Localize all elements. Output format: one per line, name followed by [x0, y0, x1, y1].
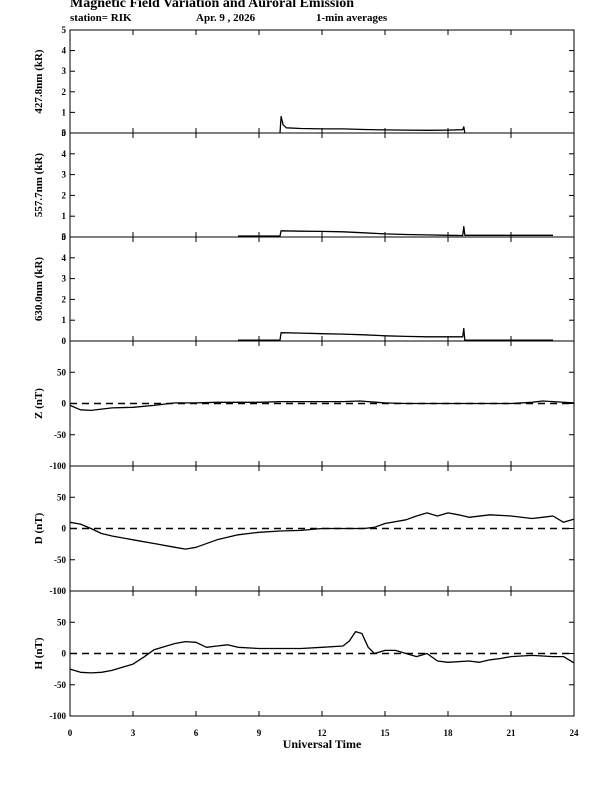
ytick-label-p6300: 0: [62, 336, 67, 346]
xtick-label: 24: [570, 728, 580, 738]
ytick-label-p5577: 5: [62, 128, 67, 138]
ytick-label-p5577: 2: [62, 190, 67, 200]
chart-title: Magnetic Field Variation and Auroral Emi…: [70, 0, 355, 11]
ytick-label-p4278: 0: [62, 128, 67, 138]
ytick-label-pZ: 50: [57, 367, 67, 377]
panel-frame-p6300: [69, 236, 575, 342]
ytick-label-p4278: 4: [62, 46, 67, 56]
ytick-label-p6300: 5: [62, 232, 67, 242]
xtick-label: 6: [194, 728, 199, 738]
ylabel-pZ: Z (nT): [33, 388, 45, 419]
panel-frame-p5577: [69, 132, 575, 238]
ytick-label-pZ: -50: [54, 430, 66, 440]
ytick-label-pD: -50: [54, 555, 66, 565]
ytick-label-p6300: 2: [62, 294, 67, 304]
ylabel-pH: H (nT): [33, 637, 45, 669]
xlabel: Universal Time: [283, 737, 362, 751]
xtick-label: 3: [131, 728, 136, 738]
date-label: Apr. 9 , 2026: [196, 12, 256, 24]
ytick-label-pH: 0: [62, 649, 67, 659]
ytick-label-p5577: 1: [62, 211, 67, 221]
ytick-label-p4278: 5: [62, 25, 67, 35]
series-line-p4278: [279, 115, 466, 134]
series-line-pD: [69, 512, 575, 550]
series-line-p5577: [238, 225, 553, 237]
xtick-label: 9: [257, 728, 262, 738]
station-label: station= RIK: [70, 12, 132, 24]
ytick-label-p4278: 3: [62, 66, 67, 76]
ylabel-pD: D (nT): [33, 512, 45, 544]
ytick-label-pZ: -100: [50, 461, 67, 471]
ytick-label-p5577: 4: [62, 149, 67, 159]
xtick-label: 21: [507, 728, 517, 738]
xtick-label: 12: [318, 728, 328, 738]
averaging-label: 1-min averages: [316, 12, 388, 24]
ytick-label-p4278: 1: [62, 107, 67, 117]
ytick-label-pZ: 0: [62, 399, 67, 409]
series-line-p6300: [238, 327, 553, 341]
xtick-label: 18: [444, 728, 454, 738]
panel-frame-p4278: [69, 29, 575, 134]
xtick-label: 15: [381, 728, 391, 738]
ytick-label-pD: 50: [57, 492, 67, 502]
ytick-label-pD: 0: [62, 524, 67, 534]
ytick-label-p6300: 4: [62, 253, 67, 263]
ylabel-p5577: 557.7nm (kR): [33, 153, 45, 218]
ylabel-p6300: 630.0nm (kR): [33, 257, 45, 322]
ytick-label-p6300: 1: [62, 315, 67, 325]
xtick-label: 0: [68, 728, 73, 738]
ytick-label-p6300: 3: [62, 274, 67, 284]
ytick-label-pH: -50: [54, 680, 66, 690]
ytick-label-pD: -100: [50, 586, 67, 596]
series-line-pZ: [69, 400, 575, 412]
ytick-label-pH: -100: [50, 711, 67, 721]
ytick-label-pH: 50: [57, 617, 67, 627]
series-line-pH: [69, 630, 575, 674]
ylabel-p4278: 427.8nm (kR): [33, 49, 45, 114]
ytick-label-p5577: 3: [62, 170, 67, 180]
ytick-label-p4278: 2: [62, 87, 67, 97]
ytick-label-p5577: 0: [62, 232, 67, 242]
